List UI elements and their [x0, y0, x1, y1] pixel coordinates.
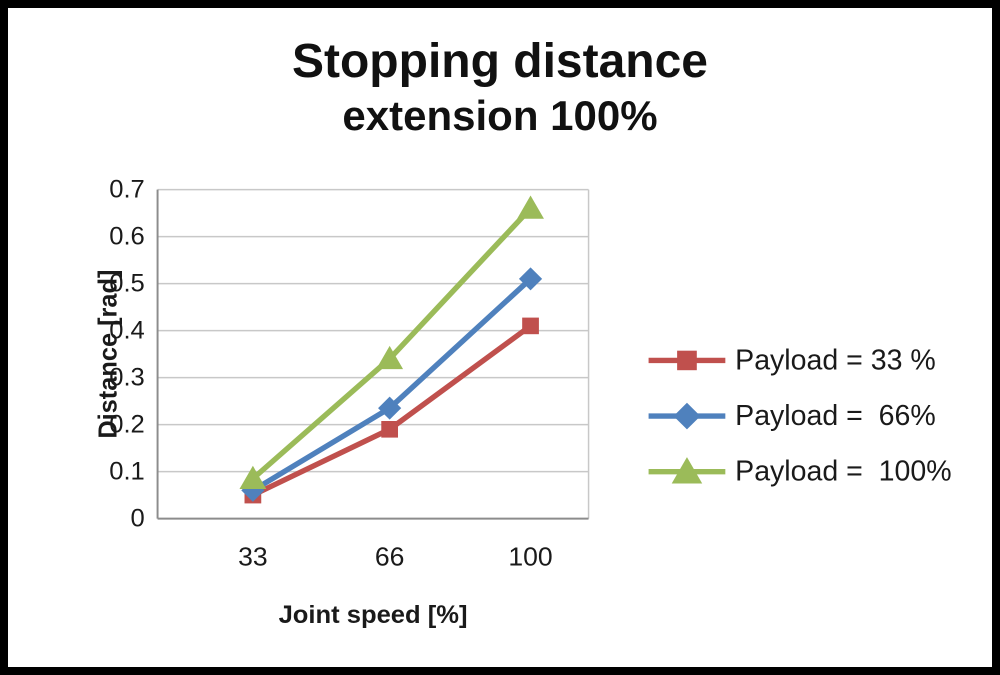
legend-item-1: Payload = 66% [648, 400, 936, 432]
x-tick-label: 33 [238, 542, 268, 572]
legend: Payload = 33 % Payload = 66% Payload = 100… [648, 345, 952, 488]
chart-title-line1: Stopping distance [291, 35, 708, 88]
y-tick-label: 0.7 [109, 176, 145, 204]
series-2 [239, 195, 544, 489]
gridlines [157, 188, 590, 519]
data-point-marker [522, 317, 539, 335]
data-point-marker [517, 195, 544, 219]
chart-title: Stopping distance extension 100% [8, 34, 992, 140]
y-tick-label: 0.1 [109, 458, 145, 486]
legend-label: Payload = 33 % [735, 345, 936, 377]
series-line [250, 205, 534, 482]
legend-marker [671, 457, 703, 484]
y-tick-label: 0.6 [109, 223, 145, 251]
series-line [250, 276, 534, 494]
data-point-marker [381, 421, 399, 438]
legend-item-0: Payload = 33 % [648, 345, 936, 377]
x-tick-label: 100 [508, 542, 552, 572]
y-tick-label: 0.3 [109, 364, 145, 392]
chart-title-line2: extension 100% [342, 91, 658, 139]
x-axis-title: Joint speed [%] [279, 601, 468, 629]
y-tick-label: 0.5 [109, 270, 145, 298]
data-point-marker [239, 465, 267, 489]
x-tick-label: 66 [375, 542, 405, 572]
series-1 [241, 267, 543, 502]
line-chart: 0 0.1 0.2 0.3 0.4 0.5 0.6 0.7 33 66 100 Distance [r… [94, 176, 952, 629]
axis-tick-labels: 0 0.1 0.2 0.3 0.4 0.5 0.6 0.7 33 66 100 [109, 176, 552, 572]
data-point-marker [376, 345, 404, 370]
data-point-marker [378, 396, 402, 420]
data-point-marker [518, 267, 543, 291]
legend-marker [673, 402, 701, 430]
legend-label: Payload = 100% [735, 456, 951, 488]
y-axis-title: Distance [rad] [94, 270, 122, 439]
y-tick-label: 0 [131, 505, 145, 533]
y-tick-label: 0.2 [109, 411, 145, 439]
legend-item-2: Payload = 100% [648, 456, 952, 488]
series [239, 195, 544, 504]
legend-marker [677, 350, 697, 371]
y-tick-label: 0.4 [109, 317, 145, 345]
legend-label: Payload = 66% [735, 400, 936, 432]
